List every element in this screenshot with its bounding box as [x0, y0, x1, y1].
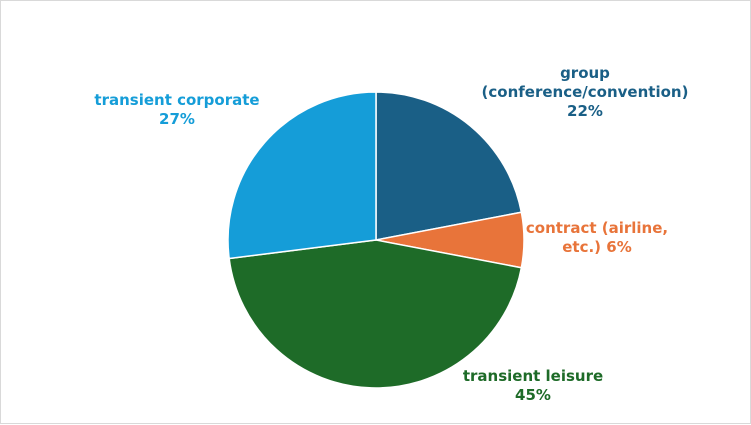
pie-slices: [227, 91, 525, 389]
slice-1-percent-label: etc.) 6%: [562, 238, 631, 256]
slice-2-label-line-0: transient leisure: [463, 367, 603, 385]
slice-3-percent-label: 27%: [159, 110, 195, 128]
slice-0-label-line-1: (conference/convention): [482, 83, 689, 101]
slice-2-percent-label: 45%: [515, 386, 551, 404]
slice-0-percent-label: 22%: [567, 102, 603, 120]
slice-0-label-line-0: group: [560, 64, 610, 82]
pie-slice-3: [227, 91, 377, 260]
pie-slice-0: [375, 91, 523, 241]
slice-1-label-line-0: contract (airline,: [526, 219, 668, 237]
pie-slice-2: [228, 239, 523, 389]
pie-labels: group(conference/convention)22% contract …: [94, 64, 688, 404]
slice-3-label-line-0: transient corporate: [94, 91, 259, 109]
